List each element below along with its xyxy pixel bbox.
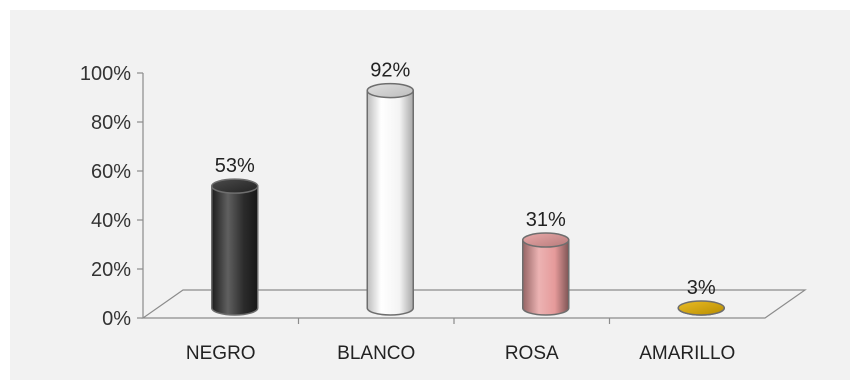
bar-negro	[211, 178, 259, 316]
x-tick-label: BLANCO	[337, 343, 415, 364]
data-label: 53%	[215, 155, 255, 177]
bar-top	[366, 82, 414, 99]
chart-axes	[141, 73, 807, 324]
data-label: 92%	[370, 60, 410, 82]
bar-top	[677, 300, 725, 316]
data-labels: 53% 92% 31% 3%	[215, 60, 716, 299]
bar-body	[211, 185, 259, 316]
y-tick-label: 40%	[91, 210, 131, 232]
x-tick-label: AMARILLO	[639, 343, 735, 364]
y-tick-label: 0%	[102, 308, 131, 330]
chart-floor	[141, 289, 807, 319]
x-tick-label: ROSA	[505, 343, 559, 364]
x-tick-label: NEGRO	[186, 343, 256, 364]
x-axis-labels: NEGRO BLANCO ROSA AMARILLO	[186, 343, 735, 364]
bar-body	[522, 239, 570, 316]
y-tick-label: 100%	[80, 63, 131, 85]
bar-blanco	[366, 82, 414, 316]
chart-bars	[211, 82, 726, 316]
y-tick-label: 80%	[91, 112, 131, 134]
y-tick-label: 60%	[91, 161, 131, 183]
bar-top	[522, 232, 570, 248]
y-tick-label: 20%	[91, 259, 131, 281]
data-label: 3%	[687, 277, 716, 299]
bar-body	[366, 89, 414, 316]
bar-rosa	[522, 232, 570, 316]
bar-amarillo	[677, 300, 726, 316]
data-label: 31%	[526, 209, 566, 231]
y-axis-ticks: 0% 20% 40% 60% 80% 100%	[80, 63, 143, 330]
bar-top	[211, 178, 259, 194]
